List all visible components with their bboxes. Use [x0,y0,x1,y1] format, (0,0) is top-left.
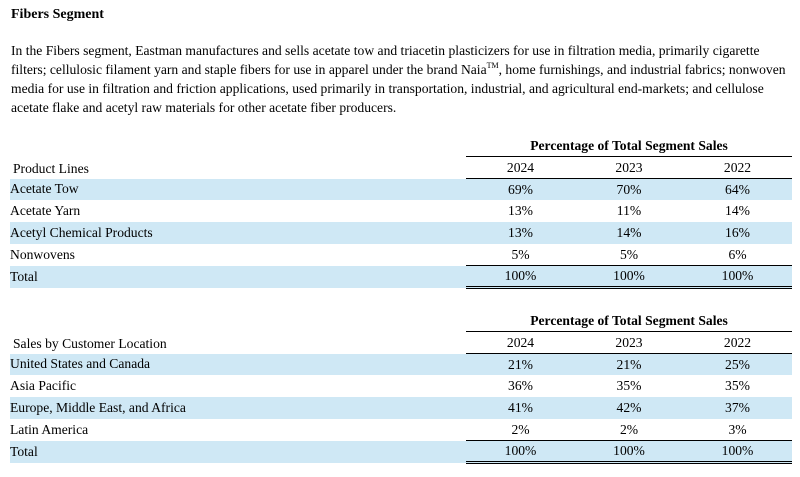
row-header: Sales by Customer Location [13,335,167,351]
super-header: Percentage of Total Segment Sales [466,310,793,333]
description-text-part1: In the Fibers segment, Eastman manufactu… [11,43,760,77]
row-name: Nonwovens [10,246,75,262]
cell-value: 100% [683,265,793,290]
cell-value: 69% [466,178,575,201]
cell-value: 35% [616,378,642,394]
year-header: 2022 [683,156,793,180]
cell-value: 21% [575,353,683,376]
table-header-row: Sales by Customer Location 2024 2023 202… [10,331,793,355]
cell-value: 42% [575,397,683,419]
cell-value: 100% [466,265,575,290]
year-header: 2023 [575,156,683,180]
description-text-part2: , home furnishings, and industrial fabri… [11,62,786,115]
cell-value: 35% [725,378,750,394]
cell-value: 25% [683,353,793,376]
row-name: Europe, Middle East, and Africa [10,397,466,419]
cell-value: 14% [725,203,750,219]
cell-value: 11% [616,203,642,219]
cell-value: 16% [683,222,793,244]
year-header: 2023 [575,331,683,355]
year-header: 2024 [466,331,575,355]
cell-value: 5% [511,246,530,262]
cell-value: 2% [511,421,530,437]
cell-value: 41% [466,397,575,419]
cell-value: 100% [466,440,575,465]
segment-description: In the Fibers segment, Eastman manufactu… [11,41,791,117]
table-header-row: Product Lines 2024 2023 2022 [10,156,793,180]
empty-header-cell [10,135,466,157]
total-row: Total 100% 100% 100% [10,265,793,290]
cell-value: 64% [683,178,793,201]
cell-value: 13% [508,203,533,219]
product-lines-table: Percentage of Total Segment Sales Produc… [10,135,793,290]
year-header: 2024 [466,156,575,180]
table-super-header-row: Percentage of Total Segment Sales [10,135,793,158]
super-header: Percentage of Total Segment Sales [466,135,793,158]
row-name: United States and Canada [10,353,466,376]
row-name: Asia Pacific [10,378,77,394]
table-row: Europe, Middle East, and Africa 41% 42% … [10,397,793,419]
total-row: Total 100% 100% 100% [10,440,793,465]
customer-location-table: Percentage of Total Segment Sales Sales … [10,310,793,465]
section-title: Fibers Segment [11,7,104,22]
row-name: Total [10,265,466,288]
row-name: Acetyl Chemical Products [10,222,466,244]
table-row: Acetate Yarn 13% 11% 14% [10,200,792,222]
cell-value: 36% [508,378,533,394]
cell-value: 2% [619,421,639,437]
cell-value: 70% [575,178,683,201]
year-header: 2022 [683,331,793,355]
cell-value: 13% [466,222,575,244]
table-super-header-row: Percentage of Total Segment Sales [10,310,793,333]
cell-value: 14% [575,222,683,244]
cell-value: 100% [683,440,793,465]
table-row: Acetyl Chemical Products 13% 14% 16% [10,222,793,244]
cell-value: 21% [466,353,575,376]
table-row: Latin America 2% 2% 3% [10,419,792,441]
cell-value: 37% [683,397,793,419]
empty-header-cell [10,310,466,332]
cell-value: 100% [575,440,683,465]
table-row: Nonwovens 5% 5% 6% [10,244,792,266]
row-name: Acetate Tow [10,178,466,201]
table-row: Asia Pacific 36% 35% 35% [10,375,792,397]
cell-value: 5% [619,246,639,262]
trademark-symbol: TM [486,61,499,70]
row-name: Total [10,440,466,463]
row-header: Product Lines [13,160,89,176]
row-name: Acetate Yarn [10,203,81,219]
table-row: Acetate Tow 69% 70% 64% [10,178,793,201]
cell-value: 100% [575,265,683,290]
row-name: Latin America [10,421,89,437]
cell-value: 6% [728,246,747,262]
cell-value: 3% [728,421,747,437]
table-row: United States and Canada 21% 21% 25% [10,353,793,376]
